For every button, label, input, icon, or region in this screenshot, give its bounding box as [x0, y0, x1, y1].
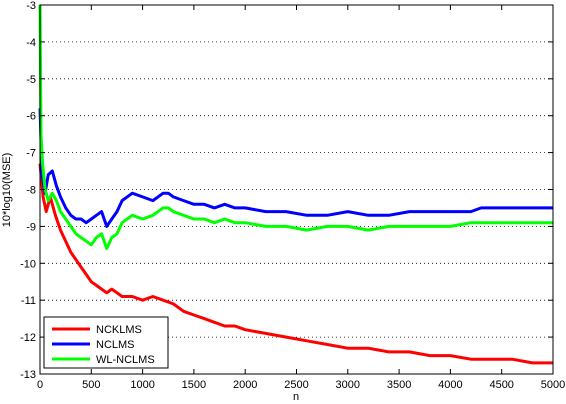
legend-label: NCLMS — [96, 339, 135, 351]
y-tick-label: -3 — [26, 0, 36, 12]
y-tick-label: -13 — [20, 369, 36, 381]
series-line-ncklms — [38, 163, 553, 365]
x-tick-label: 5000 — [541, 379, 565, 391]
series-line-wl-nclms — [38, 4, 553, 250]
legend: NCKLMS NCLMS WL-NCLMS — [43, 316, 169, 369]
x-ticks: 0 500 1000 1500 2000 2500 3000 3500 4000 4500 5000 — [37, 5, 565, 391]
y-tick-label: -4 — [26, 37, 36, 49]
y-tick-label: -10 — [20, 258, 36, 270]
x-tick-label: 1500 — [182, 379, 206, 391]
y-tick-label: -9 — [26, 221, 36, 233]
legend-label: NCKLMS — [96, 324, 142, 336]
x-tick-label: 1000 — [130, 379, 154, 391]
y-tick-label: -12 — [20, 332, 36, 344]
y-axis-label: 10*log10(MSE) — [1, 153, 13, 228]
y-tick-label: -5 — [26, 74, 36, 86]
y-tick-label: -8 — [26, 185, 36, 197]
series-lines — [38, 4, 553, 365]
x-axis-label: n — [293, 391, 299, 403]
legend-label: WL-NCLMS — [96, 354, 155, 366]
grid-lines — [40, 41, 553, 338]
y-ticks: -13 -12 -11 -10 -9 -8 -7 -6 -5 -4 -3 — [20, 0, 553, 381]
x-tick-label: 500 — [82, 379, 100, 391]
y-tick-label: -11 — [21, 295, 36, 307]
x-tick-label: 2000 — [233, 379, 257, 391]
x-tick-label: 0 — [37, 379, 43, 391]
x-tick-label: 4000 — [438, 379, 462, 391]
x-tick-label: 4500 — [489, 379, 513, 391]
x-tick-label: 3000 — [336, 379, 360, 391]
series-line-nclms — [38, 108, 553, 228]
x-tick-label: 2500 — [284, 379, 308, 391]
y-tick-label: -7 — [26, 148, 36, 160]
x-tick-label: 3500 — [387, 379, 411, 391]
y-tick-label: -6 — [26, 111, 36, 123]
